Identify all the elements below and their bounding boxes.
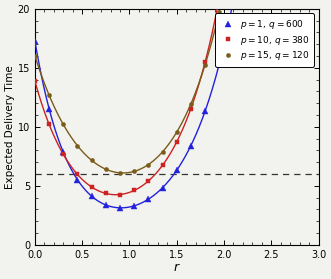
Line: $p = 1,\, q = 600$: $p = 1,\, q = 600$ xyxy=(32,38,222,211)
$p = 10,\, q = 380$ xyxy=(189,107,193,110)
$p = 15,\, q = 120$ xyxy=(61,123,65,126)
$p = 10,\, q = 380$ xyxy=(33,80,37,83)
$p = 1,\, q = 600$ xyxy=(161,186,165,189)
$p = 1,\, q = 600$ xyxy=(217,62,221,66)
$p = 15,\, q = 120$ xyxy=(90,159,94,162)
$p = 1,\, q = 600$ xyxy=(47,107,51,110)
$p = 10,\, q = 380$ xyxy=(118,193,122,196)
$p = 15,\, q = 120$ xyxy=(33,54,37,57)
$p = 10,\, q = 380$ xyxy=(203,61,207,64)
$p = 1,\, q = 600$ xyxy=(203,110,207,113)
$p = 1,\, q = 600$ xyxy=(61,150,65,154)
$p = 15,\, q = 120$ xyxy=(217,10,221,14)
$p = 15,\, q = 120$ xyxy=(132,170,136,173)
$p = 10,\, q = 380$ xyxy=(61,153,65,156)
$p = 10,\, q = 380$ xyxy=(132,189,136,192)
$p = 10,\, q = 380$ xyxy=(75,173,79,176)
$p = 10,\, q = 380$ xyxy=(146,179,150,183)
$p = 1,\, q = 600$ xyxy=(146,198,150,201)
Y-axis label: Expected Delivery Time: Expected Delivery Time xyxy=(5,65,15,189)
$p = 15,\, q = 120$ xyxy=(146,163,150,166)
$p = 15,\, q = 120$ xyxy=(203,63,207,66)
$p = 15,\, q = 120$ xyxy=(161,150,165,153)
$p = 1,\, q = 600$ xyxy=(189,144,193,147)
$p = 15,\, q = 120$ xyxy=(104,167,108,171)
Line: $p = 10,\, q = 380$: $p = 10,\, q = 380$ xyxy=(32,60,208,197)
$p = 15,\, q = 120$ xyxy=(47,93,51,97)
$p = 15,\, q = 120$ xyxy=(118,171,122,175)
$p = 15,\, q = 120$ xyxy=(175,131,179,134)
Line: $p = 15,\, q = 120$: $p = 15,\, q = 120$ xyxy=(33,10,221,175)
$p = 10,\, q = 380$ xyxy=(104,192,108,195)
$p = 10,\, q = 380$ xyxy=(47,122,51,126)
$p = 1,\, q = 600$ xyxy=(75,178,79,181)
$p = 1,\, q = 600$ xyxy=(104,203,108,207)
$p = 1,\, q = 600$ xyxy=(118,206,122,210)
$p = 1,\, q = 600$ xyxy=(90,194,94,198)
$p = 1,\, q = 600$ xyxy=(175,169,179,172)
Legend: $p = 1,\, q = 600$, $p = 10,\, q = 380$, $p = 15,\, q = 120$: $p = 1,\, q = 600$, $p = 10,\, q = 380$,… xyxy=(215,13,314,67)
$p = 10,\, q = 380$ xyxy=(161,164,165,167)
$p = 15,\, q = 120$ xyxy=(75,144,79,147)
$p = 1,\, q = 600$ xyxy=(132,204,136,208)
X-axis label: $r$: $r$ xyxy=(173,261,181,274)
$p = 1,\, q = 600$ xyxy=(33,39,37,43)
$p = 15,\, q = 120$ xyxy=(189,102,193,105)
$p = 10,\, q = 380$ xyxy=(90,185,94,189)
$p = 10,\, q = 380$ xyxy=(175,140,179,144)
